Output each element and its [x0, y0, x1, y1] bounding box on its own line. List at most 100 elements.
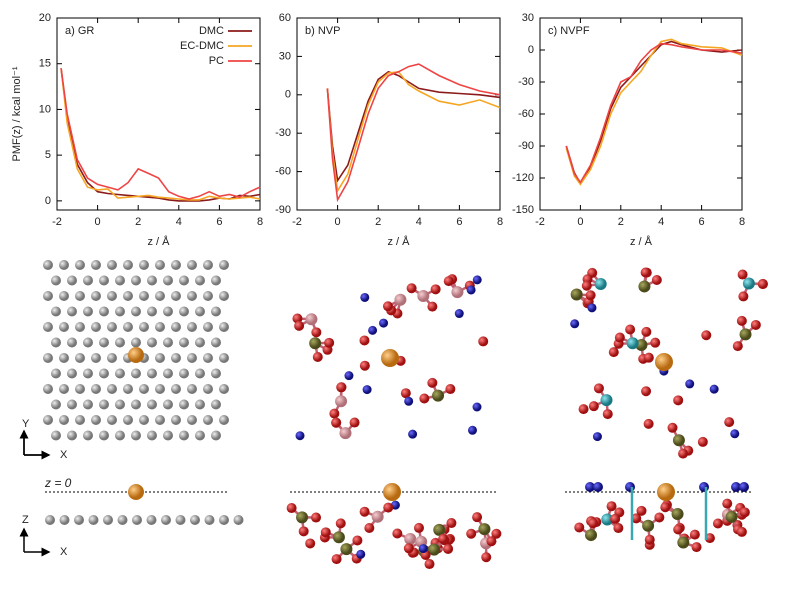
y-tick-label: -120 [512, 172, 534, 184]
atom [67, 399, 77, 410]
atom [382, 301, 393, 312]
atom [211, 337, 221, 348]
atom [640, 267, 651, 278]
atom [107, 353, 117, 363]
atom [392, 528, 403, 539]
atom [400, 388, 411, 399]
atom [83, 368, 93, 379]
atom [99, 399, 109, 410]
atom [673, 524, 684, 535]
y-tick-label: 15 [39, 58, 51, 70]
atom [757, 279, 768, 290]
y-tick-label: -60 [518, 108, 534, 120]
atom [678, 448, 689, 459]
atom [187, 260, 197, 270]
atom [610, 513, 621, 524]
atom [574, 522, 585, 533]
atom [219, 384, 229, 394]
x-tick-label: 0 [577, 216, 583, 228]
atom [131, 368, 141, 379]
atom [175, 515, 186, 525]
atom [739, 482, 749, 492]
atom [51, 368, 61, 379]
atom [691, 542, 702, 553]
atom [219, 322, 229, 332]
x-tick-label: 8 [257, 216, 263, 228]
atom [677, 536, 690, 549]
atom [427, 301, 438, 312]
atom [454, 309, 464, 319]
atom [83, 399, 93, 410]
atom [296, 511, 309, 524]
atom [59, 291, 69, 301]
atom [187, 384, 197, 394]
atom [67, 368, 77, 379]
atom [83, 430, 93, 441]
atom [305, 538, 316, 549]
atom [131, 306, 141, 317]
atom [43, 415, 53, 425]
atom [689, 529, 700, 540]
y-tick-label: 0 [528, 44, 534, 56]
atom [641, 386, 652, 397]
atom [51, 275, 61, 286]
atom [131, 430, 141, 441]
atom [51, 306, 61, 317]
axis-letter: Z [22, 514, 29, 526]
atom [570, 288, 583, 301]
atom [432, 389, 445, 402]
atom [67, 275, 77, 286]
atom [466, 528, 477, 539]
atom [311, 512, 322, 523]
atom [602, 409, 613, 420]
atom [340, 543, 353, 556]
atom [712, 518, 723, 529]
atom [155, 384, 165, 394]
atom [195, 275, 205, 286]
atom [655, 353, 673, 371]
x-tick-label: 6 [456, 216, 462, 228]
atom [587, 303, 597, 313]
data-line [326, 63, 501, 203]
atom [67, 306, 77, 317]
x-tick-label: 2 [618, 216, 624, 228]
atom [594, 278, 607, 291]
atom [359, 506, 370, 517]
atom [593, 482, 603, 492]
legend-label: EC-DMC [180, 40, 224, 52]
plot-frame [296, 17, 501, 211]
atom [433, 523, 446, 536]
atom [451, 286, 464, 299]
atom [585, 290, 596, 301]
atom [75, 353, 85, 363]
x-axis-label: z / Å [630, 235, 653, 248]
atom [211, 275, 221, 286]
atom [588, 401, 599, 412]
atom [339, 427, 352, 440]
axis-arrow [23, 432, 48, 456]
atom [331, 554, 342, 565]
atom [636, 505, 647, 516]
atom [738, 291, 749, 302]
atom [195, 430, 205, 441]
structures: Y X z = 0 Z X [19, 260, 768, 570]
atom [59, 260, 69, 270]
atom [128, 484, 144, 500]
atom [75, 384, 85, 394]
x-tick-label: 4 [658, 216, 664, 228]
atom [352, 535, 363, 546]
atom [107, 260, 117, 270]
atom [139, 322, 149, 332]
atom [332, 531, 345, 544]
y-tick-label: 30 [279, 50, 291, 62]
atom [467, 425, 477, 435]
atom [139, 291, 149, 301]
atom [295, 431, 305, 441]
atom [472, 402, 482, 412]
atom [83, 337, 93, 348]
data-line [60, 68, 261, 201]
atom [737, 269, 748, 280]
atom [179, 430, 189, 441]
atom [445, 384, 456, 395]
data-line [565, 38, 743, 186]
